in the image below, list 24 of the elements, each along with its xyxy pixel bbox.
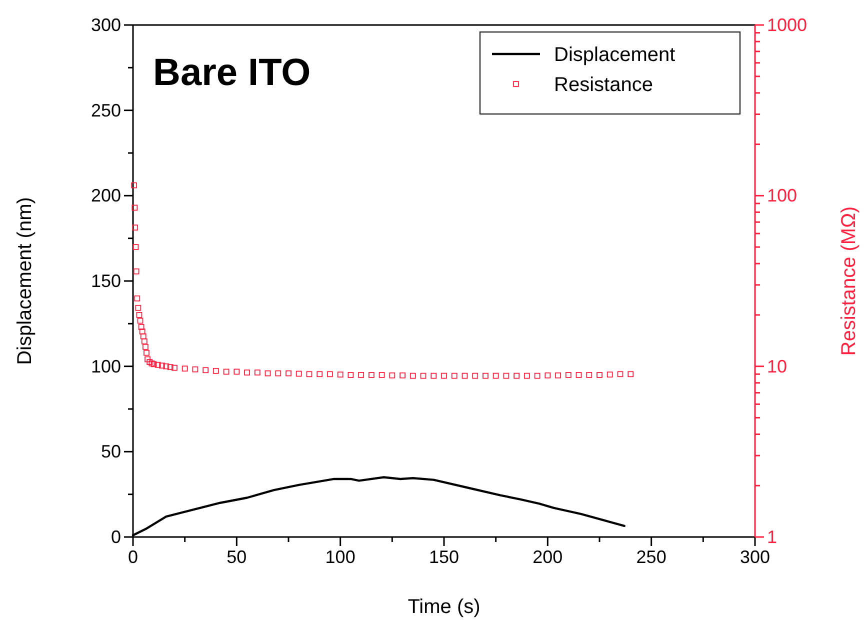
y-tick-label: 250 [90, 100, 121, 120]
y-tick-label: 300 [90, 15, 121, 35]
y-tick-label: 0 [110, 527, 121, 547]
y2-tick-label: 100 [767, 186, 798, 206]
x-axis-title: Time (s) [408, 596, 480, 618]
x-tick-label: 300 [740, 547, 770, 567]
x-tick-label: 100 [325, 547, 356, 567]
y2-tick-label: 1 [767, 527, 778, 547]
y-tick-label: 50 [100, 442, 121, 462]
y-tick-label: 100 [90, 356, 121, 376]
x-tick-label: 200 [532, 547, 563, 567]
y2-tick-label: 10 [767, 356, 788, 376]
y2-axis-title: Resistance (MΩ) [838, 206, 860, 356]
annotation: Bare ITO [153, 52, 311, 94]
y-axis-title: Displacement (nm) [14, 197, 36, 365]
legend-label: Resistance [554, 74, 653, 96]
y-tick-label: 200 [90, 186, 121, 206]
legend-label: Displacement [554, 44, 676, 66]
x-tick-label: 50 [226, 547, 247, 567]
y-tick-label: 150 [90, 271, 121, 291]
y2-tick-label: 1000 [767, 15, 808, 35]
x-tick-label: 0 [128, 547, 138, 567]
x-tick-label: 150 [428, 547, 460, 567]
x-tick-label: 250 [636, 547, 666, 567]
